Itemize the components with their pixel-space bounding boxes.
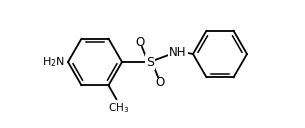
Text: O: O <box>155 76 165 88</box>
Text: S: S <box>146 56 154 68</box>
Text: O: O <box>135 35 145 49</box>
Text: CH$_3$: CH$_3$ <box>108 101 129 115</box>
Text: NH: NH <box>169 45 187 58</box>
Text: H$_2$N: H$_2$N <box>42 55 65 69</box>
